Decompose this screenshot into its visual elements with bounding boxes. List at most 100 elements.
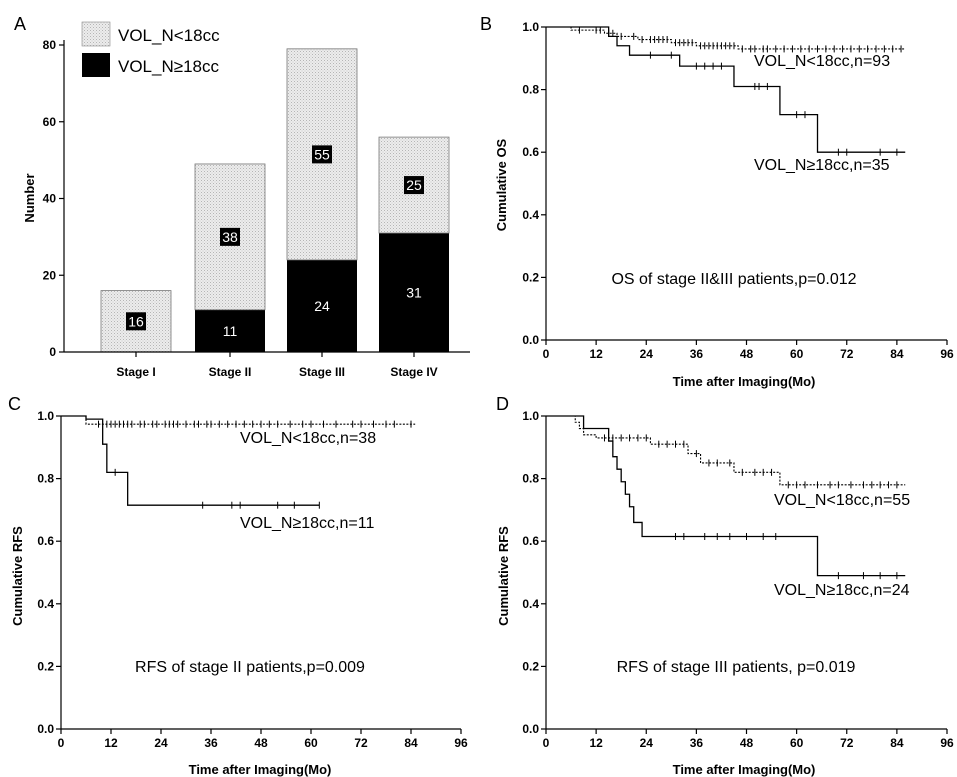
- bar-value-label-box: [126, 312, 146, 331]
- bar-value-label-box: [312, 145, 332, 164]
- y-axis-label: Cumulative RFS: [496, 526, 511, 626]
- survival-curve-above-18cc: [546, 26, 906, 153]
- curve-label-below: VOL_N<18cc,n=55: [774, 492, 910, 509]
- curve-label-above: VOL_N≥18cc,n=24: [774, 582, 910, 599]
- y-tick-label: 0.4: [522, 208, 539, 222]
- y-axis-label: Cumulative OS: [494, 138, 509, 231]
- bar-value-label: 25: [406, 177, 422, 193]
- x-tick-label: 12: [104, 736, 118, 750]
- y-axis-label: Cumulative RFS: [10, 526, 25, 626]
- p-value-note: RFS of stage III patients, p=0.019: [617, 659, 856, 676]
- y-tick-label: 0.2: [522, 270, 539, 284]
- x-ticks: Stage I Stage II Stage III Stage IV: [116, 352, 438, 379]
- x-tick-label: 36: [690, 347, 704, 361]
- y-tick-label: 0.4: [522, 597, 539, 611]
- y-tick-label: 0.0: [522, 333, 539, 347]
- legend-swatch-below: [81, 21, 111, 47]
- x-tick-label: 0: [543, 347, 550, 361]
- x-axis-label: Time after Imaging(Mo): [673, 762, 816, 777]
- legend: VOL_N<18cc VOL_N≥18cc: [81, 21, 220, 77]
- y-tick-label: 60: [43, 115, 57, 129]
- bar-segment-above-18cc: [195, 309, 265, 352]
- x-tick-label: 12: [589, 347, 603, 361]
- y-tick-label: 0: [49, 345, 56, 359]
- y-ticks: 0 20 40 60 80: [43, 38, 64, 359]
- bar-value-label: 11: [223, 323, 238, 339]
- y-tick-label: 0.6: [522, 534, 539, 548]
- y-tick-label: 0.6: [37, 534, 54, 548]
- y-tick-label: 1.0: [37, 409, 54, 423]
- panel-b-km-plot: B Cumulative OS Time after Imaging(Mo) O…: [480, 14, 954, 389]
- y-tick-label: 0.2: [522, 659, 539, 673]
- x-tick-label: 36: [204, 736, 218, 750]
- x-tick-label: 60: [790, 736, 804, 750]
- x-tick-label: 72: [354, 736, 368, 750]
- panel-d-km-plot: D Cumulative RFS Time after Imaging(Mo) …: [496, 394, 954, 777]
- bar-value-label-box: [220, 227, 240, 246]
- p-value-note: RFS of stage II patients,p=0.009: [135, 659, 365, 676]
- panel-letter-c: C: [8, 394, 21, 414]
- bars: 16 11 38 24 55 31 25: [100, 48, 450, 353]
- curve-label-above: VOL_N≥18cc,n=11: [240, 515, 374, 532]
- y-tick-label: 40: [43, 192, 57, 206]
- plot-area: 0.0 0.2 0.4 0.6 0.8 1.0 0 12 24 36 48 60 72 84 96: [522, 409, 954, 750]
- legend-label-above: VOL_N≥18cc: [118, 57, 219, 76]
- x-axis-label: Time after Imaging(Mo): [189, 762, 332, 777]
- x-tick-label: 84: [890, 736, 904, 750]
- panel-c-km-plot: C Cumulative RFS Time after Imaging(Mo) …: [8, 394, 468, 777]
- x-tick-label: 60: [790, 347, 804, 361]
- y-tick-label: 0.6: [522, 145, 539, 159]
- panel-a-bar-chart: A VOL_N<18cc VOL_N≥18cc Number 0 20 40 60 80…: [14, 14, 470, 379]
- x-tick-label: Stage II: [209, 365, 252, 379]
- bar-value-label-box: [404, 176, 424, 195]
- x-axis-label: Time after Imaging(Mo): [673, 374, 816, 389]
- x-tick-label: 24: [640, 736, 654, 750]
- x-tick-label: 72: [840, 736, 854, 750]
- legend-swatch-above: [82, 53, 110, 77]
- y-tick-label: 20: [43, 268, 57, 282]
- x-tick-label: 84: [890, 347, 904, 361]
- x-tick-label: 48: [740, 347, 754, 361]
- panel-letter-a: A: [14, 14, 26, 34]
- y-tick-label: 0.2: [37, 659, 54, 673]
- x-tick-label: 0: [543, 736, 550, 750]
- curve-label-above: VOL_N≥18cc,n=35: [754, 157, 890, 174]
- x-tick-label: 48: [254, 736, 268, 750]
- x-tick-label: Stage I: [116, 365, 155, 379]
- bar-segment-above-18cc: [379, 233, 449, 352]
- survival-curve-below-18cc: [61, 415, 416, 425]
- x-tick-label: 24: [154, 736, 168, 750]
- bar-value-label: 24: [314, 298, 330, 314]
- y-tick-label: 1.0: [522, 409, 539, 423]
- x-tick-label: Stage III: [299, 365, 345, 379]
- x-tick-label: 72: [840, 347, 854, 361]
- panel-letter-d: D: [496, 394, 509, 414]
- curve-label-below: VOL_N<18cc,n=93: [754, 53, 890, 70]
- x-tick-label: 96: [940, 347, 954, 361]
- survival-curve-above-18cc: [546, 415, 906, 577]
- y-tick-label: 0.8: [37, 472, 54, 486]
- y-tick-label: 0.4: [37, 597, 54, 611]
- survival-curve-above-18cc: [61, 415, 320, 506]
- y-tick-label: 0.8: [522, 472, 539, 486]
- plot-area: 0.0 0.2 0.4 0.6 0.8 1.0 0 12 24 36 48 60 72 84 96: [522, 20, 954, 361]
- legend-label-below: VOL_N<18cc: [118, 26, 220, 45]
- x-tick-label: Stage IV: [390, 365, 437, 379]
- bar-segment-above-18cc: [287, 259, 357, 352]
- p-value-note: OS of stage II&III patients,p=0.012: [611, 271, 856, 288]
- y-tick-label: 1.0: [522, 20, 539, 34]
- bar-value-label: 16: [128, 313, 144, 329]
- y-tick-label: 0.0: [522, 722, 539, 736]
- y-tick-label: 80: [43, 38, 57, 52]
- panel-letter-b: B: [480, 14, 492, 34]
- x-tick-label: 0: [58, 736, 65, 750]
- bar-value-label: 38: [222, 229, 238, 245]
- x-tick-label: 96: [940, 736, 954, 750]
- y-axis-label: Number: [22, 173, 37, 222]
- plot-area: 0.0 0.2 0.4 0.6 0.8 1.0 0 12 24 36 48 60 72 84 96: [37, 409, 468, 750]
- y-tick-label: 0.0: [37, 722, 54, 736]
- survival-curve-below-18cc: [546, 415, 906, 486]
- bar-value-label: 55: [314, 146, 330, 162]
- x-tick-label: 60: [304, 736, 318, 750]
